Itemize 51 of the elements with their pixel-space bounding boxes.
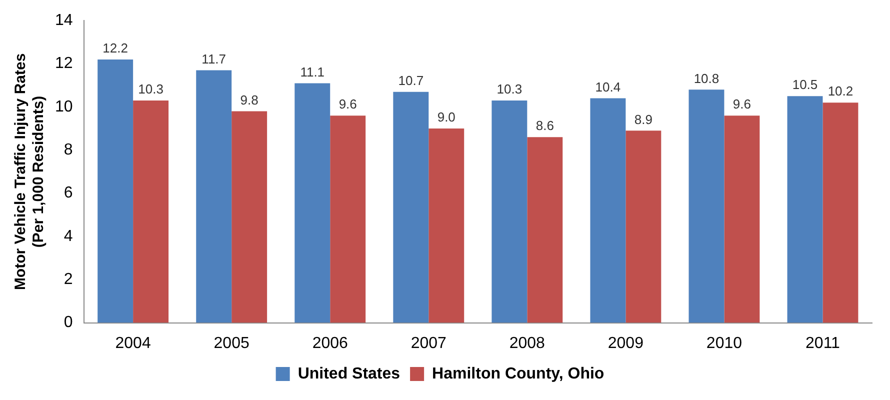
bar	[428, 128, 464, 323]
data-label: 10.8	[694, 70, 720, 86]
y-tick-label: 14	[55, 12, 73, 30]
x-tick-label: 2011	[806, 334, 840, 352]
y-tick-label: 12	[55, 55, 73, 72]
bar	[196, 70, 232, 323]
bar	[787, 96, 823, 323]
data-label: 8.6	[536, 118, 554, 134]
data-label: 9.0	[437, 110, 456, 125]
y-tick-label: 2	[64, 271, 73, 288]
y-tick-label: 8	[64, 142, 73, 159]
data-label: 9.8	[240, 92, 258, 108]
data-label: 10.7	[398, 72, 424, 88]
y-tick-label: 6	[64, 184, 73, 202]
x-tick-label: 2008	[509, 334, 546, 352]
x-tick-label: 2005	[214, 334, 250, 352]
bar	[294, 83, 330, 323]
bar	[492, 100, 528, 323]
y-axis-title: Motor Vehicle Traffic Injury Rates (Per 1,000 Residents)	[12, 53, 48, 290]
data-label: 11.1	[300, 64, 325, 80]
x-tick-label: 2004	[115, 334, 151, 352]
y-tick-label: 10	[55, 98, 73, 116]
bar	[626, 130, 662, 323]
bar	[393, 92, 429, 323]
data-label: 8.9	[634, 112, 652, 127]
x-tick-label: 2009	[608, 334, 644, 352]
bar	[822, 102, 858, 323]
data-label: 10.5	[792, 77, 818, 92]
bar	[133, 100, 169, 323]
data-label: 12.2	[102, 40, 128, 56]
data-label: 10.2	[828, 84, 854, 99]
data-label: 9.6	[338, 96, 357, 112]
bar	[590, 98, 626, 323]
x-tick-label: 2007	[410, 334, 447, 352]
y-tick-label: 0	[64, 314, 73, 332]
bar	[527, 137, 563, 323]
x-tick-label: 2006	[312, 334, 348, 352]
data-label: 10.3	[496, 82, 522, 97]
bar	[330, 116, 366, 323]
legend-label: Hamilton County, Ohio	[432, 365, 604, 382]
y-tick-label: 4	[64, 228, 73, 245]
bar	[98, 59, 134, 323]
bar	[724, 116, 760, 323]
legend-label: United States	[298, 365, 400, 382]
data-label: 10.4	[595, 79, 621, 94]
bar	[688, 90, 724, 323]
data-label: 9.6	[732, 96, 751, 112]
data-label: 11.7	[202, 51, 226, 66]
x-tick-label: 2010	[706, 334, 742, 352]
bar	[232, 111, 268, 323]
data-label: 10.3	[138, 82, 164, 97]
